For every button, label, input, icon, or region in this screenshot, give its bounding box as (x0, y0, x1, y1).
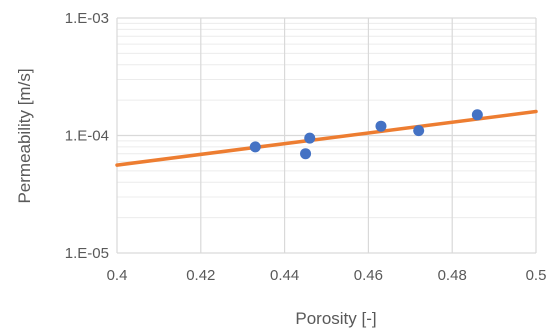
x-axis-title: Porosity [-] (295, 309, 376, 328)
y-tick-label: 1.E-04 (65, 128, 109, 145)
data-point (300, 148, 312, 160)
x-tick-label: 0.44 (270, 267, 299, 284)
data-point (375, 120, 387, 132)
x-tick-labels: 0.4 0.42 0.44 0.46 0.48 0.5 (107, 267, 547, 284)
x-tick-label: 0.42 (186, 267, 215, 284)
data-point (249, 141, 261, 153)
x-tick-label: 0.4 (107, 267, 128, 284)
series-layer (115, 109, 538, 167)
data-point (304, 132, 316, 144)
major-gridlines (116, 17, 537, 254)
minor-gridlines (117, 22, 536, 219)
x-tick-label: 0.48 (438, 267, 467, 284)
y-tick-labels: 1.E-05 1.E-04 1.E-03 (65, 10, 109, 262)
x-tick-label: 0.5 (526, 267, 547, 284)
y-tick-label: 1.E-05 (65, 245, 109, 262)
trendline (115, 109, 538, 167)
y-tick-label: 1.E-03 (65, 10, 109, 27)
y-axis-title: Permeability [m/s] (15, 68, 34, 203)
data-point (471, 109, 483, 121)
data-point (413, 125, 425, 137)
x-tick-label: 0.46 (354, 267, 383, 284)
